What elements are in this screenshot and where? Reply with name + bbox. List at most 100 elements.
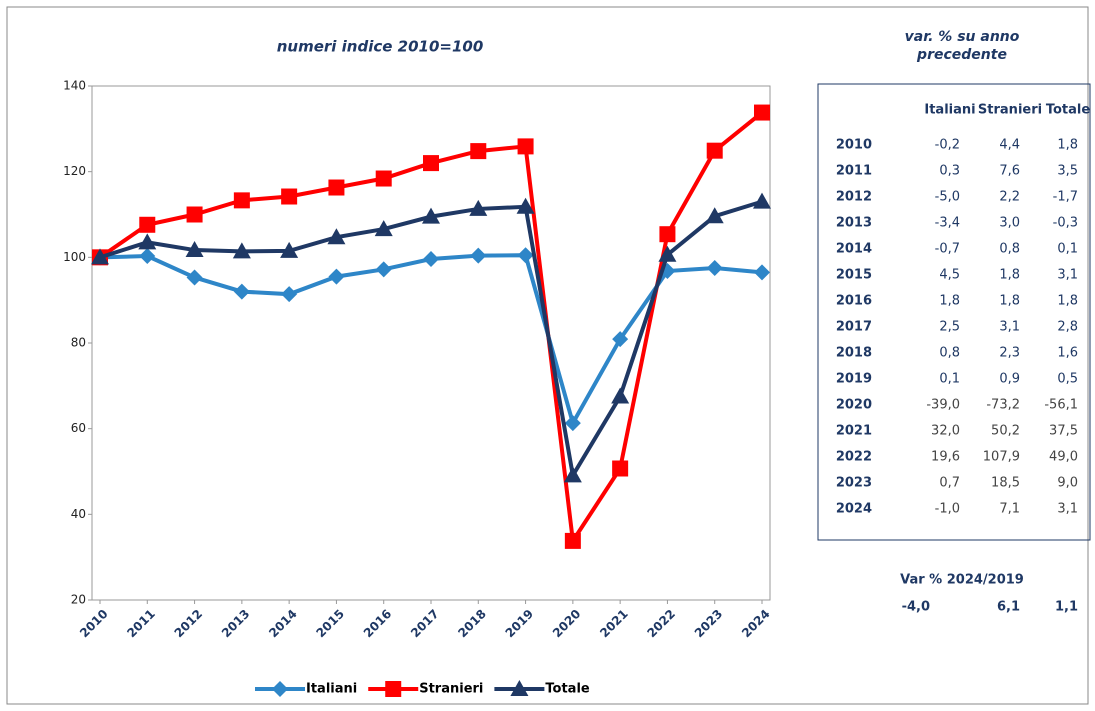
point	[564, 532, 581, 549]
table-cell: 2,5	[939, 320, 960, 335]
point	[705, 207, 724, 224]
table-cell: 2,3	[999, 346, 1020, 361]
legend-label: Totale	[545, 682, 590, 697]
point	[232, 242, 251, 259]
point	[91, 248, 109, 265]
point	[374, 220, 393, 237]
table-cell: 1,8	[999, 268, 1020, 283]
table-cell: 50,2	[991, 424, 1020, 439]
table-cell: -73,2	[986, 398, 1020, 413]
table-cell: -0,7	[935, 242, 960, 257]
y-tick-label: 40	[71, 507, 86, 521]
point	[233, 192, 250, 209]
point	[281, 188, 298, 205]
row-label: 2011	[836, 164, 872, 179]
summary-label: Var % 2024/2019	[900, 573, 1024, 588]
row-label: 2012	[836, 190, 872, 205]
table-cell: 32,0	[931, 424, 960, 439]
table-cell: 9,0	[1057, 476, 1078, 491]
y-tick-label: 20	[71, 593, 86, 607]
point	[469, 199, 488, 216]
row-label: 2014	[836, 242, 872, 257]
table-cell: 2,8	[1057, 320, 1078, 335]
table-cell: 107,9	[983, 450, 1020, 465]
point	[280, 241, 299, 258]
legend-marker	[510, 680, 529, 696]
row-label: 2017	[836, 320, 872, 335]
table-cell: -1,0	[935, 502, 960, 517]
table-header: Totale	[1046, 103, 1091, 118]
table-cell: -39,0	[926, 398, 960, 413]
summary-value: 6,1	[997, 600, 1020, 615]
table-cell: 0,7	[939, 476, 960, 491]
table-cell: 1,6	[1057, 346, 1078, 361]
row-label: 2018	[836, 346, 872, 361]
row-label: 2023	[836, 476, 872, 491]
legend-label: Italiani	[306, 682, 357, 697]
y-tick-label: 80	[71, 336, 86, 350]
table-cell: 1,8	[999, 294, 1020, 309]
point	[516, 197, 535, 214]
point	[563, 466, 582, 483]
table-cell: 0,1	[1057, 242, 1078, 257]
point	[612, 331, 629, 348]
point	[517, 138, 534, 155]
table-cell: 3,0	[999, 216, 1020, 231]
table-cell: 0,8	[999, 242, 1020, 257]
point	[375, 261, 392, 278]
y-tick-label: 100	[63, 250, 86, 264]
point	[470, 247, 487, 264]
row-label: 2019	[836, 372, 872, 387]
table-cell: 0,3	[939, 164, 960, 179]
point	[611, 387, 630, 404]
point	[186, 206, 203, 223]
table-cell: 3,5	[1057, 164, 1078, 179]
point	[139, 248, 156, 265]
point	[139, 216, 156, 233]
table-cell: 0,5	[1057, 372, 1078, 387]
row-label: 2016	[836, 294, 872, 309]
table-cell: 49,0	[1049, 450, 1078, 465]
summary-value: 1,1	[1055, 600, 1078, 615]
point	[659, 226, 676, 243]
row-label: 2021	[836, 424, 872, 439]
y-tick-label: 140	[63, 79, 86, 93]
table-cell: -1,7	[1053, 190, 1078, 205]
point	[423, 251, 439, 268]
table-cell: 0,8	[939, 346, 960, 361]
point	[422, 207, 440, 224]
point	[754, 264, 770, 281]
table-title: precedente	[916, 47, 1007, 63]
point	[327, 228, 346, 245]
table-cell: 4,5	[939, 268, 960, 283]
row-label: 2022	[836, 450, 872, 465]
legend-marker	[385, 681, 402, 697]
point	[233, 283, 250, 300]
frame	[6, 6, 1089, 705]
point	[328, 268, 345, 285]
table-cell: 2,2	[999, 190, 1020, 205]
table-cell: 0,1	[939, 372, 960, 387]
table-cell: 18,5	[991, 476, 1020, 491]
point	[470, 143, 487, 160]
row-label: 2010	[836, 138, 872, 153]
table-cell: -5,0	[935, 190, 960, 205]
table-cell: 0,9	[999, 372, 1020, 387]
point	[185, 241, 204, 258]
row-label: 2015	[836, 268, 872, 283]
table-cell: 19,6	[931, 450, 960, 465]
table-cell: 4,4	[999, 138, 1020, 153]
table-header: Italiani	[924, 103, 975, 118]
table-cell: 3,1	[1057, 268, 1078, 283]
legend-marker	[272, 681, 288, 697]
chart-title: numeri indice 2010=100	[277, 38, 484, 56]
point	[706, 142, 723, 159]
point	[706, 260, 723, 277]
table-cell: -0,3	[1053, 216, 1078, 231]
table-cell: 3,1	[1057, 502, 1078, 517]
point	[753, 192, 771, 209]
point	[138, 233, 157, 250]
table-cell: 7,1	[999, 502, 1020, 517]
table-cell: 3,1	[999, 320, 1020, 335]
